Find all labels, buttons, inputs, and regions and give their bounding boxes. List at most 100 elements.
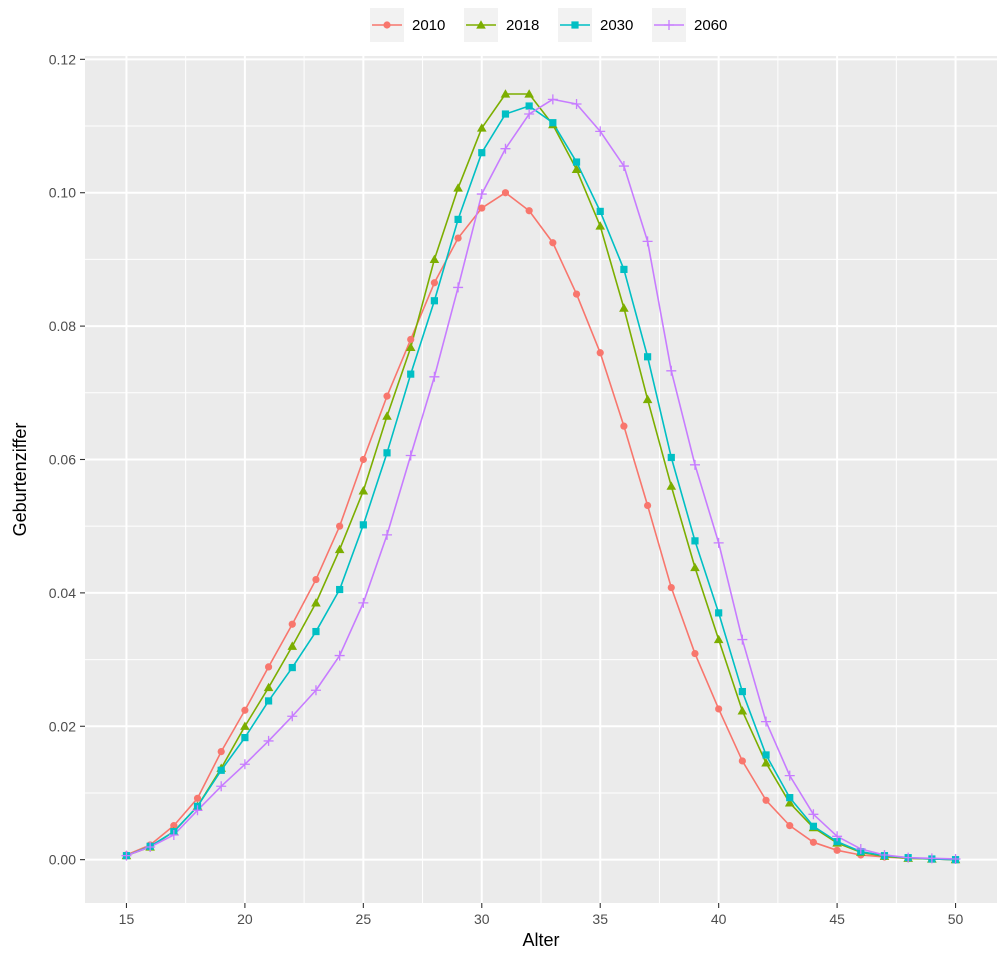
data-point-2010 [288,620,296,628]
data-point-2030 [715,609,723,617]
y-tick-label: 0.00 [49,852,76,868]
data-point-2060 [761,716,772,727]
data-point-2060 [737,634,748,645]
data-point-2018 [311,598,321,607]
data-point-2010 [738,757,746,765]
data-point-2030 [786,794,794,802]
data-point-2030 [217,766,225,774]
data-point-2010 [715,705,723,713]
series-points [121,89,961,864]
data-point-2060 [524,109,535,120]
data-point-2060 [121,850,132,861]
data-point-2060 [145,841,156,852]
data-point-2030 [312,627,320,636]
data-point-2030 [549,119,557,127]
data-point-2010 [407,335,415,344]
data-point-2018 [476,123,487,132]
data-point-2010 [430,279,439,287]
data-point-2010 [478,204,486,212]
data-point-2060 [879,849,890,860]
y-tick-label: 0.06 [49,451,76,467]
data-point-2010 [217,748,225,756]
data-point-2030 [643,353,652,361]
data-point-2018 [571,164,582,173]
data-point-2060 [642,236,653,247]
data-point-2030 [383,449,391,457]
data-point-2010 [241,706,249,714]
x-tick-label: 15 [119,911,135,927]
data-point-2010 [501,189,510,197]
x-tick-label: 25 [356,911,372,927]
legend-key-marker [664,20,674,30]
data-point-2060 [287,711,298,722]
data-point-2030 [596,207,604,215]
data-point-2010 [833,846,841,854]
data-point-2060 [168,829,179,840]
data-point-2030 [809,822,818,830]
legend-key-marker [383,21,391,29]
data-point-2018 [713,634,724,644]
data-point-2010 [264,663,273,671]
data-point-2060 [784,770,795,781]
data-point-2060 [453,282,464,293]
x-tick-label: 50 [948,911,964,927]
y-axis-title: Geburtenziffer [10,423,30,537]
x-axis-title: Alter [522,930,559,950]
legend-item-2010: 2010 [370,8,445,42]
data-point-2030 [738,687,746,696]
data-point-2018 [263,682,274,692]
data-point-2010 [667,583,675,592]
data-point-2010 [336,522,344,530]
data-point-2018 [642,394,653,404]
data-point-2018 [690,562,700,572]
data-point-2018 [666,481,677,490]
y-tick-label: 0.12 [49,51,76,67]
data-point-2060 [429,371,440,382]
data-point-2010 [170,822,178,830]
series-points-2060 [121,94,961,864]
data-point-2060 [832,831,843,842]
series-points-2010 [122,189,960,864]
data-point-2030 [762,751,770,759]
data-point-2030 [407,370,415,378]
data-point-2030 [359,521,367,529]
x-tick-label: 30 [474,911,490,927]
data-point-2010 [762,796,770,804]
data-point-2030 [478,149,486,157]
data-point-2010 [454,234,462,242]
data-point-2030 [336,585,344,594]
data-point-2030 [241,734,249,742]
x-tick-label: 35 [592,911,608,927]
data-point-2018 [240,721,250,730]
data-point-2018 [784,798,795,807]
data-point-2060 [405,450,416,461]
legend-key-marker [571,21,579,29]
data-point-2018 [429,254,440,264]
grid-major [85,56,997,903]
y-tick-label: 0.08 [49,318,76,334]
data-point-2060 [216,781,227,792]
data-point-2060 [808,809,819,820]
data-point-2018 [405,342,416,352]
data-point-2030 [572,158,581,166]
data-point-2018 [619,303,629,312]
data-point-2010 [193,794,202,802]
data-point-2060 [239,759,250,770]
data-point-2060 [713,537,724,548]
data-point-2060 [855,843,866,854]
data-point-2030 [667,453,675,462]
data-point-2010 [596,349,604,357]
data-point-2018 [595,221,606,230]
data-point-2010 [572,290,581,298]
data-point-2010 [643,501,652,510]
data-point-2060 [382,529,393,540]
legend: 2010 2018 2030 2060 [370,8,727,42]
data-point-2060 [689,459,700,470]
series-line-2060 [126,98,956,860]
data-point-2010 [691,649,699,658]
data-point-2030 [620,265,628,274]
series-line-2010 [126,191,956,861]
data-point-2060 [500,143,511,154]
data-point-2060 [903,852,914,863]
